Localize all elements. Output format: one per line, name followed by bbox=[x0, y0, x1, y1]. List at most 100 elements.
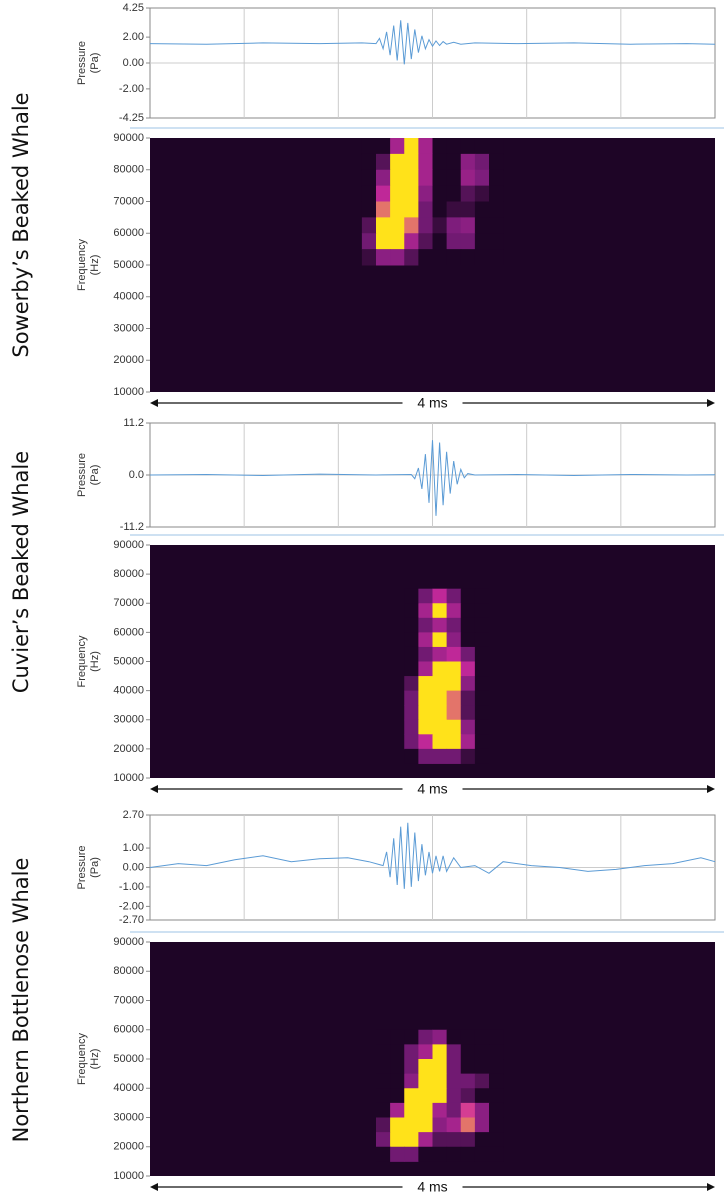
y-axis-label-line: (Pa) bbox=[89, 53, 101, 74]
label-bg bbox=[402, 780, 463, 798]
y-tick-label: 30000 bbox=[113, 1111, 144, 1123]
spectrogram-cell bbox=[418, 661, 433, 677]
panel-label: Northern Bottlenose Whale bbox=[9, 858, 33, 1143]
spectrogram-cell bbox=[474, 249, 490, 266]
spectrogram-cell bbox=[376, 1059, 391, 1075]
spectrogram-cell bbox=[460, 233, 476, 250]
spectrogram-cell bbox=[404, 1059, 419, 1075]
spectrogram-cell bbox=[376, 201, 391, 218]
spectrogram-cell bbox=[432, 588, 448, 604]
spectrogram-cell bbox=[446, 705, 462, 721]
spectrogram-cell bbox=[418, 138, 433, 155]
spectrogram-cell bbox=[390, 201, 405, 218]
y-tick-label: 20000 bbox=[113, 743, 144, 755]
spectrogram-cell bbox=[404, 153, 419, 171]
spectrogram-cell bbox=[446, 719, 462, 735]
y-tick-label: 4.25 bbox=[123, 2, 144, 14]
spectrogram-cell bbox=[418, 169, 433, 187]
spectrogram-cell bbox=[460, 1146, 476, 1162]
spectrogram-cell bbox=[474, 588, 490, 604]
y-tick-label: 2.70 bbox=[123, 809, 144, 821]
spectrogram-cell bbox=[474, 1132, 490, 1148]
spectrogram-cell bbox=[432, 632, 448, 648]
spectrogram-cell bbox=[460, 676, 476, 692]
spectrogram-cell bbox=[446, 185, 462, 202]
spectrogram-cell bbox=[361, 233, 377, 250]
spectrogram-cell bbox=[446, 153, 462, 171]
spectrogram-cell bbox=[460, 1029, 476, 1045]
spectrogram-cell bbox=[404, 185, 419, 202]
spectrogram-cell bbox=[418, 217, 433, 234]
y-tick-label: 80000 bbox=[113, 164, 144, 176]
waveform bbox=[149, 20, 716, 65]
spectrogram-cell bbox=[390, 185, 405, 202]
spectrogram-cell bbox=[446, 1029, 462, 1045]
spectrogram-cell bbox=[460, 1117, 476, 1133]
y-tick-label: 60000 bbox=[113, 626, 144, 638]
spectrogram-cell bbox=[460, 748, 476, 764]
spectrogram-cell bbox=[376, 169, 391, 187]
spectrogram-cell bbox=[432, 217, 448, 234]
spectrogram-cell bbox=[404, 201, 419, 218]
spectrogram-cell bbox=[446, 233, 462, 250]
spectrogram-cell bbox=[418, 249, 433, 266]
spectrogram-cell bbox=[489, 185, 504, 202]
spectrogram-cell bbox=[489, 201, 504, 218]
spectrogram-cell bbox=[418, 1102, 433, 1118]
spectrogram-cell bbox=[446, 588, 462, 604]
y-tick-label: 60000 bbox=[113, 1024, 144, 1036]
y-tick-label: -11.2 bbox=[120, 521, 144, 533]
spectrogram-cell bbox=[376, 1088, 391, 1104]
spectrogram-cell bbox=[432, 719, 448, 735]
spectrogram-cell bbox=[432, 646, 448, 662]
y-axis-label-line: (Pa) bbox=[89, 857, 101, 878]
spectrogram-cell bbox=[432, 676, 448, 692]
spectrogram-cell bbox=[460, 632, 476, 648]
spectrogram-cell bbox=[404, 1029, 419, 1045]
spectrogram-cell bbox=[474, 1073, 490, 1089]
y-tick-label: 40000 bbox=[113, 291, 144, 303]
y-axis-label: Frequency(Hz) bbox=[76, 1033, 101, 1085]
y-tick-label: 40000 bbox=[113, 685, 144, 697]
spectrogram-cell bbox=[390, 1044, 405, 1060]
spectrogram-cell bbox=[446, 169, 462, 187]
spectrogram-cell bbox=[446, 1059, 462, 1075]
y-tick-label: 30000 bbox=[113, 322, 144, 334]
y-axis-label-line: Pressure bbox=[76, 453, 88, 497]
spectrogram-cell bbox=[418, 603, 433, 619]
spectrogram-cell bbox=[489, 138, 504, 155]
spectrogram-cell bbox=[404, 138, 419, 155]
spectrogram-cell bbox=[418, 1059, 433, 1075]
spectrogram-cell bbox=[418, 1044, 433, 1060]
spectrogram-cell bbox=[376, 1117, 391, 1133]
spectrogram-cell bbox=[460, 617, 476, 633]
y-axis-label: Pressure(Pa) bbox=[76, 41, 101, 85]
spectrogram-cell bbox=[474, 632, 490, 648]
spectrogram-cell bbox=[474, 153, 490, 171]
y-axis-label-line: Frequency bbox=[76, 1033, 88, 1085]
y-tick-label: 1.00 bbox=[123, 842, 144, 854]
spectrogram-cell bbox=[376, 1044, 391, 1060]
spectrogram-cell bbox=[390, 1132, 405, 1148]
spectrogram-cell bbox=[404, 748, 419, 764]
spectrogram-cell bbox=[474, 1088, 490, 1104]
spectrogram-cell bbox=[361, 249, 377, 266]
spectrogram-cell bbox=[376, 1146, 391, 1162]
spectrogram-cell bbox=[418, 690, 433, 706]
spectrogram-cell bbox=[460, 690, 476, 706]
spectrogram-cell bbox=[474, 217, 490, 234]
spectrogram-cell bbox=[446, 632, 462, 648]
spectrogram-cell bbox=[489, 217, 504, 234]
y-axis-label-line: (Hz) bbox=[89, 651, 101, 672]
spectrogram-cell bbox=[418, 233, 433, 250]
y-tick-label: 60000 bbox=[113, 227, 144, 239]
spectrogram-cell bbox=[432, 617, 448, 633]
spectrogram-cell bbox=[474, 169, 490, 187]
y-tick-label: 90000 bbox=[113, 539, 144, 551]
spectrogram-cell bbox=[489, 233, 504, 250]
spectrogram-cell bbox=[474, 734, 490, 750]
y-tick-label: 10000 bbox=[113, 386, 144, 398]
spectrogram-cell bbox=[474, 1044, 490, 1060]
y-tick-label: 0.00 bbox=[123, 861, 144, 873]
